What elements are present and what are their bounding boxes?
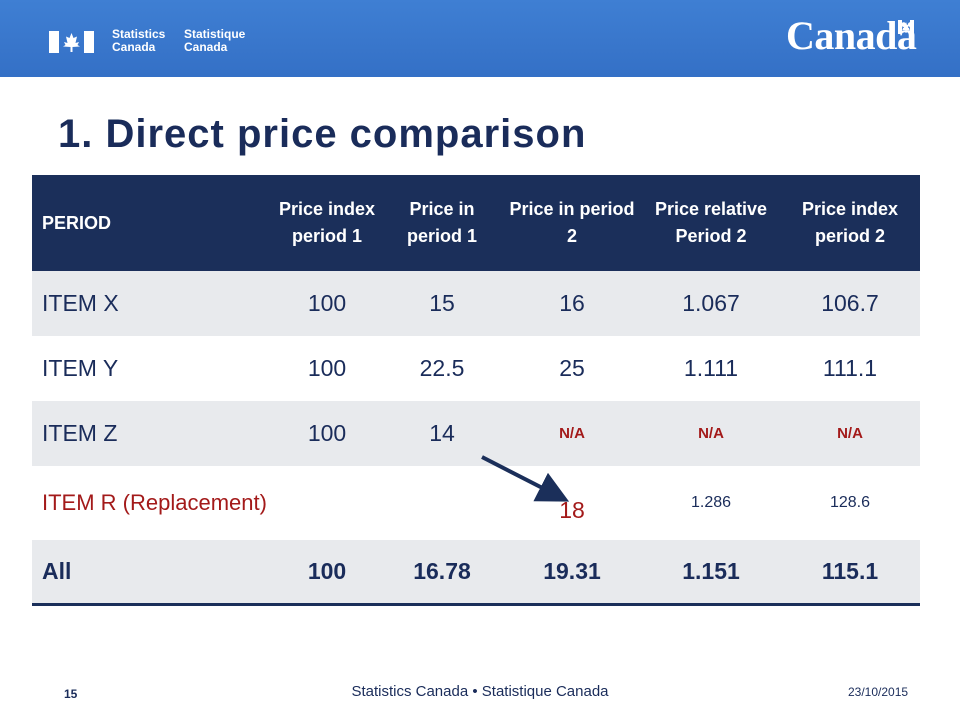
cell: 1.151 [682,558,740,584]
cell: 1.067 [682,290,740,316]
header-price-relative-p2: Price relative Period 2 [654,199,768,246]
org-name-en: Statistics Canada [112,27,166,54]
canada-wordmark: Canadä [786,13,917,58]
cell: 25 [559,355,585,381]
cell: 115.1 [821,558,879,584]
table-row: ITEM Z 100 14 N/A N/A N/A [32,401,920,466]
item-cell: ITEM X [42,290,119,316]
cell: 1.111 [683,355,739,381]
wordmark-flag-icon [898,20,914,34]
item-cell: ITEM R (Replacement) [42,490,267,515]
item-cell: ITEM Y [42,355,119,381]
cell: 16 [559,290,585,316]
table-header-row: PERIOD Price index period 1 Price in per… [32,175,920,271]
replacement-arrow-icon [481,455,570,502]
cell: 100 [307,558,347,584]
cell: 14 [429,420,455,446]
item-cell: ITEM Z [42,420,118,446]
price-table: PERIOD Price index period 1 Price in per… [32,175,920,606]
top-banner: Statistics Canada Statistique Canada Can… [0,0,960,77]
cell: 16.78 [413,558,471,584]
cell: 100 [307,290,347,316]
cell: 111.1 [822,355,878,381]
table-row: ITEM R (Replacement) 18 1.286 128.6 [32,466,920,540]
header-price-index-p1: Price index period 1 [278,199,376,246]
footer-text: Statistics Canada • Statistique Canada [351,683,609,700]
slide-title: 1. Direct price comparison [58,112,587,156]
footer-date: 23/10/2015 [848,685,909,699]
org-name-fr: Statistique Canada [184,27,246,54]
header-price-index-p2: Price index period 2 [801,199,899,246]
table-row: ITEM Y 100 22.5 25 1.111 111.1 [32,336,920,401]
header-price-p2: Price in period 2 [509,199,635,246]
canada-flag-icon [49,31,94,53]
header-period: PERIOD [42,212,112,233]
table-row-total: All 100 16.78 19.31 1.151 115.1 [32,540,920,606]
cell: 1.286 [690,494,732,511]
na-cell: N/A [837,425,863,442]
cell: 100 [307,355,347,381]
table-row: ITEM X 100 15 16 1.067 106.7 [32,271,920,336]
header-price-p1: Price in period 1 [406,199,477,246]
cell: 106.7 [821,290,879,316]
cell: 128.6 [829,494,871,511]
na-cell: N/A [698,425,724,442]
cell: 15 [429,290,455,316]
cell: 22.5 [419,355,465,381]
na-cell: N/A [559,425,585,442]
cell: 100 [307,420,347,446]
page-number: 15 [64,687,78,701]
cell: 19.31 [543,558,601,584]
item-cell: All [42,558,72,584]
